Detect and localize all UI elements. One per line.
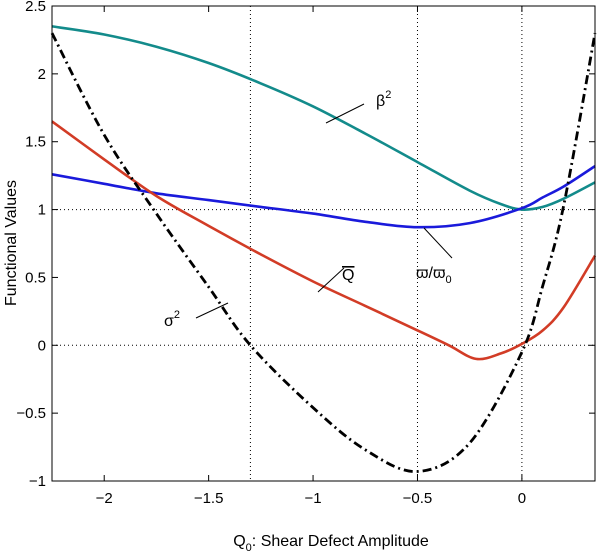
annotation-q-bar-leader [317,267,345,293]
y-tick-label: 0 [38,337,46,354]
series-beta-squared [51,25,596,211]
annotation-varpi-ratio-label: ϖ/ϖ0 [416,265,452,286]
y-tick-label: 2 [38,66,46,83]
x-tick-label: −2 [96,490,113,507]
series-sigma-squared [50,32,597,473]
annotation-sigma-squared-leader [195,302,229,319]
y-tick-label: 1 [38,202,46,219]
y-tick-label: −1 [29,473,46,490]
x-tick-label: −1 [305,490,322,507]
annotation-q-bar-label: Q [342,267,354,284]
plot-frame [51,5,596,482]
y-tick-label: 2.5 [25,0,46,15]
annotation-sigma-squared-label: σ2 [164,309,180,330]
x-tick-label: −1.5 [194,490,224,507]
series-q-bar [51,120,597,361]
annotation-varpi-ratio-leader [423,227,453,259]
x-tick-label: 0 [518,490,526,507]
y-axis-label: Functional Values [3,180,20,306]
series-varpi-ratio [51,165,596,229]
annotation-beta-squared-leader [325,103,365,124]
axis-ticks: −2 −1.5 −1 −0.5 0 −1 −0.5 0 0.5 1 1.5 2 2.5 [16,0,595,507]
y-tick-label: 0.5 [25,269,46,286]
series-annotations: β2 ϖ/ϖ0 Qσ2 [164,89,453,330]
reference-lines [52,6,595,481]
y-tick-label: 1.5 [25,134,46,151]
x-tick-label: −0.5 [403,490,433,507]
plot-background [52,6,595,481]
x-axis-label: Q0: Shear Defect Amplitude [233,533,429,554]
series-layer [50,25,597,473]
y-tick-label: −0.5 [16,405,46,422]
annotation-beta-squared-label: β2 [376,89,391,110]
